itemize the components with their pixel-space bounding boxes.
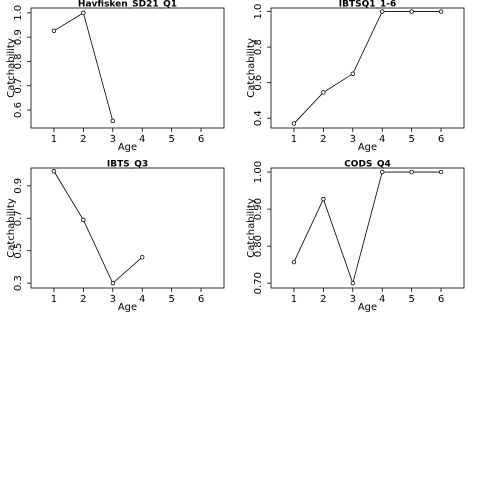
y-tick-label: 0.5	[13, 243, 24, 259]
y-tick-label: 1.0	[13, 5, 24, 21]
y-axis-label: Catchability	[6, 198, 17, 258]
plot-frame	[270, 7, 465, 129]
x-tick-label: 2	[320, 134, 326, 145]
data-point	[110, 280, 115, 286]
x-tick-label: 5	[408, 134, 414, 145]
x-tick-label: 2	[80, 294, 86, 305]
x-tick-label: 4	[139, 134, 145, 145]
x-tick-label: 6	[438, 294, 444, 305]
x-tick-label: 6	[198, 134, 204, 145]
data-line	[293, 11, 442, 124]
x-tick-label: 4	[379, 294, 385, 305]
data-point	[409, 9, 414, 14]
x-tick-label: 1	[291, 134, 297, 145]
y-axis-label: Catchability	[246, 198, 257, 258]
y-tick-label: 1.00	[253, 161, 264, 183]
y-tick-label: 0.7	[13, 78, 24, 94]
plot-frame	[30, 7, 225, 129]
data-point	[438, 169, 444, 175]
data-point	[380, 169, 385, 175]
y-tick-label: 0.9	[13, 29, 24, 45]
y-axis-label: Catchability	[246, 38, 257, 98]
y-tick-label: 0.8	[253, 39, 264, 55]
y-tick-label: 0.6	[253, 75, 264, 91]
data-point	[350, 71, 355, 76]
data-line	[53, 12, 114, 122]
y-axis-label: Catchability	[6, 38, 17, 98]
data-point	[140, 254, 145, 260]
data-point	[81, 217, 86, 223]
data-line	[53, 171, 143, 284]
x-tick-label: 4	[139, 294, 145, 305]
x-axis-label: Age	[358, 142, 377, 153]
data-point	[380, 9, 385, 14]
x-tick-label: 4	[379, 134, 385, 145]
data-point	[110, 118, 115, 124]
x-tick-label: 2	[80, 134, 86, 145]
data-line	[293, 171, 442, 285]
panel-title: IBTS_Q3	[107, 160, 148, 170]
x-tick-label: 6	[198, 294, 204, 305]
x-tick-label: 1	[51, 294, 57, 305]
panel-title: IBTSQ1_1-6	[339, 0, 397, 10]
plot-frame	[30, 167, 225, 289]
x-tick-label: 1	[51, 134, 57, 145]
panel-title: Havfisken_SD21_Q1	[78, 0, 177, 10]
x-tick-label: 2	[320, 294, 326, 305]
y-tick-label: 1.0	[253, 4, 264, 20]
y-tick-label: 0.8	[13, 53, 24, 69]
data-point	[291, 121, 297, 126]
x-tick-label: 3	[110, 134, 116, 145]
data-point	[350, 280, 355, 286]
data-point	[51, 169, 57, 174]
y-tick-label: 0.4	[253, 110, 264, 126]
x-tick-label: 5	[168, 134, 174, 145]
y-tick-label: 0.6	[13, 102, 24, 118]
data-point	[321, 196, 326, 202]
plot-frame	[270, 167, 465, 289]
x-tick-label: 1	[291, 294, 297, 305]
data-point	[51, 28, 57, 34]
data-point	[81, 10, 86, 16]
x-tick-label: 3	[110, 294, 116, 305]
x-tick-label: 6	[438, 134, 444, 145]
panel-title: CODS_Q4	[344, 160, 391, 170]
x-tick-label: 5	[168, 294, 174, 305]
x-axis-label: Age	[118, 302, 137, 313]
x-axis-label: Age	[118, 142, 137, 153]
y-tick-label: 0.80	[253, 235, 264, 257]
x-axis-label: Age	[358, 302, 377, 313]
data-point	[438, 9, 444, 14]
x-tick-label: 5	[408, 294, 414, 305]
data-point	[409, 169, 414, 175]
x-tick-label: 3	[350, 294, 356, 305]
x-tick-label: 3	[350, 134, 356, 145]
y-tick-label: 0.70	[253, 272, 264, 294]
data-point	[321, 90, 326, 95]
y-tick-label: 0.3	[13, 275, 24, 291]
data-point	[291, 259, 297, 265]
y-tick-label: 0.7	[13, 210, 24, 226]
y-tick-label: 0.9	[13, 178, 24, 194]
y-tick-label: 0.90	[253, 198, 264, 220]
